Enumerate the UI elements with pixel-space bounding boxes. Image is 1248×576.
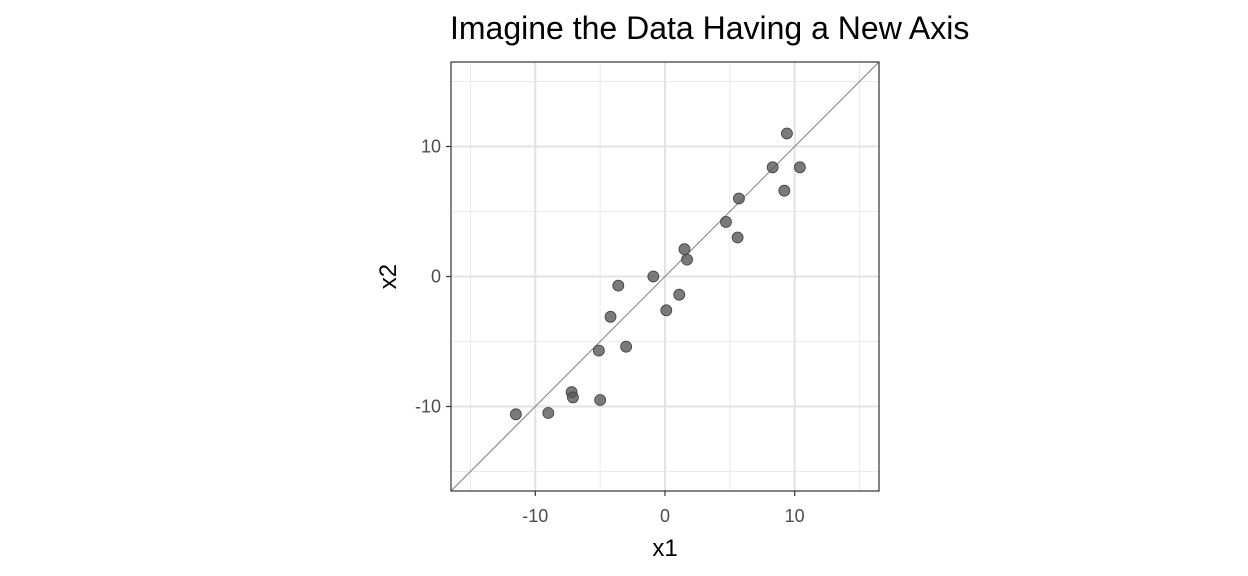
y-tick-label: 0 [431, 267, 441, 287]
x-tick-label: -10 [522, 506, 548, 526]
data-point [647, 270, 660, 283]
data-point [592, 344, 605, 357]
data-points [509, 127, 806, 421]
data-point [793, 161, 806, 174]
data-point [681, 253, 693, 266]
chart-title: Imagine the Data Having a New Axis [450, 10, 969, 46]
reference-line [450, 61, 880, 492]
data-point [509, 408, 522, 421]
data-point [731, 231, 744, 244]
data-point [766, 161, 779, 174]
data-point [612, 279, 625, 292]
data-point [673, 288, 686, 301]
x-axis-title: x1 [652, 535, 677, 562]
x-tick-label: 10 [785, 506, 805, 526]
y-axis-title: x2 [375, 264, 402, 289]
data-point [733, 192, 745, 205]
data-point [660, 304, 673, 317]
y-tick-label: 10 [421, 137, 441, 157]
x-tick-label: 0 [660, 506, 670, 526]
data-point [620, 340, 632, 353]
data-point [567, 391, 579, 404]
data-point [678, 243, 691, 256]
reference-line-layer [450, 61, 880, 492]
y-tick-label: -10 [415, 397, 441, 417]
axes: -10 0 10 -10 0 10 [415, 137, 805, 527]
data-point [781, 127, 793, 140]
data-point [594, 394, 607, 406]
data-point [778, 184, 791, 197]
data-point [604, 310, 617, 323]
data-point [720, 215, 732, 228]
data-point [542, 407, 555, 419]
